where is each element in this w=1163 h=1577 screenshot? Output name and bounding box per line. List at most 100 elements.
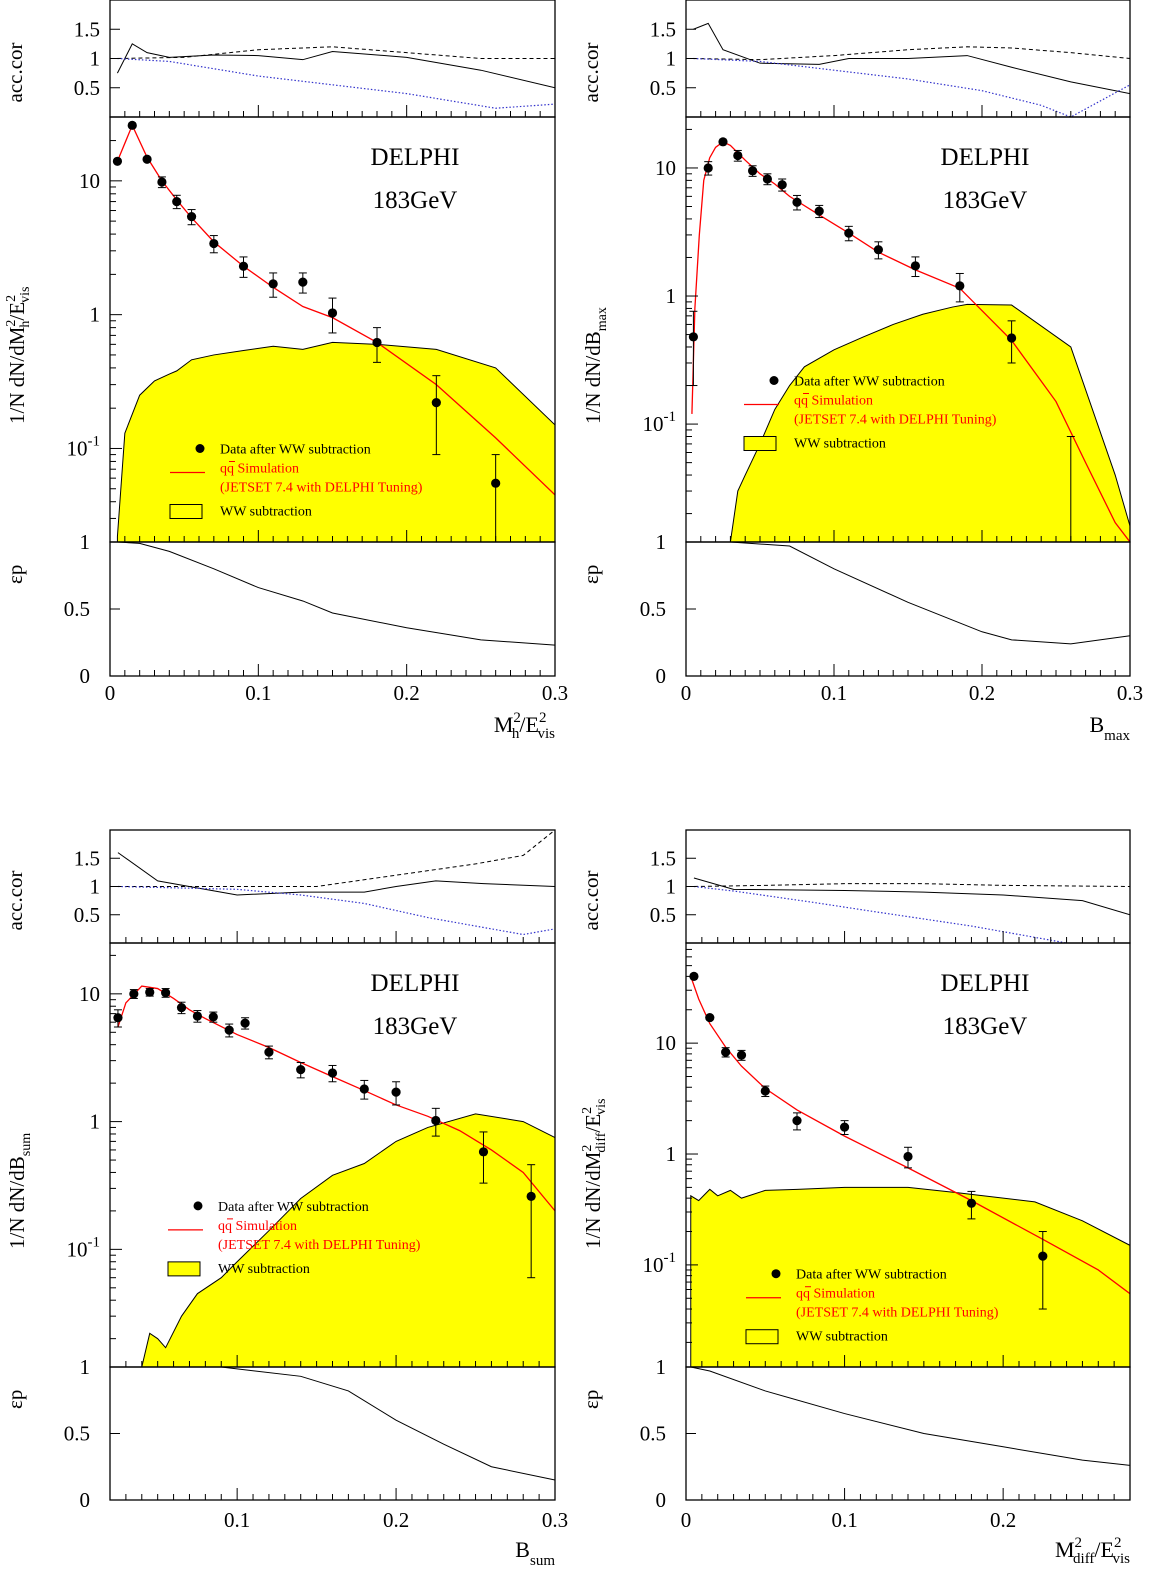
data-point: [762, 174, 773, 184]
data-point: [792, 1116, 802, 1126]
x-axis-label-sup: 2: [513, 710, 521, 726]
legend-sim-label: qq Simulation: [796, 1287, 875, 1302]
data-point: [431, 398, 441, 408]
x-axis-label-text2: /E: [1094, 1537, 1114, 1562]
data-point: [431, 1115, 441, 1126]
y-tick-base: 10: [67, 1237, 88, 1261]
main-ylabel-sup: 2: [580, 1145, 595, 1152]
eff-frame: [109, 541, 556, 677]
main-ylabel-sup2: 2: [580, 1107, 595, 1114]
eff-ylabel: εp: [579, 565, 603, 584]
data-point: [491, 478, 501, 488]
y-tick-label: 10-1: [643, 1250, 677, 1277]
x-axis-label: M2 diff/E2 vis: [1055, 1535, 1130, 1567]
acc-dotted-line: [117, 885, 555, 936]
x-axis-label: Bmax: [1089, 712, 1130, 744]
main-ylabel-sub: max: [595, 307, 610, 331]
x-tick-label: 0.1: [831, 1508, 857, 1532]
y-tick-base: 10: [67, 436, 88, 460]
x-tick-label: 0.2: [383, 1508, 409, 1532]
data-point: [327, 1068, 338, 1078]
y-tick-exp: -1: [664, 409, 677, 425]
x-axis-label-sub2: vis: [537, 726, 555, 742]
data-point: [792, 197, 802, 207]
acc-y-tick-label: 0.5: [74, 903, 100, 927]
x-tick-label: 0.3: [1117, 681, 1143, 705]
eff-frame: [685, 541, 1131, 677]
y-tick-label: 1: [90, 303, 101, 327]
data-point: [736, 1050, 747, 1060]
legend-data-marker: [193, 1201, 203, 1211]
data-point: [161, 988, 171, 998]
y-tick-label: 10-1: [67, 1234, 101, 1261]
acc-y-tick-label: 1: [90, 47, 101, 71]
legend-ww-swatch: [167, 1261, 201, 1277]
x-axis-label: Bsum: [515, 1537, 555, 1569]
data-point: [478, 1147, 489, 1157]
data-point: [113, 1013, 123, 1023]
data-point: [186, 212, 197, 222]
y-tick-exp: -1: [664, 1250, 677, 1266]
main-ylabel: 1/N dN/dBmax: [581, 307, 610, 424]
main-ylabel-sub: sum: [19, 1133, 34, 1156]
main-ylabel-text2: /E: [581, 1114, 605, 1133]
y-tick-exp: -1: [88, 433, 101, 449]
data-point: [748, 166, 758, 176]
data-point: [760, 1086, 770, 1096]
y-tick-label: 10: [655, 1031, 676, 1055]
acc-y-tick-label: 0.5: [650, 76, 676, 100]
data-point: [391, 1087, 401, 1097]
legend-data-label: Data after WW subtraction: [218, 1200, 369, 1215]
data-point: [172, 196, 182, 207]
main-ylabel-text: 1/N dN/dB: [581, 331, 605, 424]
eff-y-tick-label: 0: [80, 1488, 91, 1512]
x-axis-label-text: B: [515, 1537, 530, 1562]
eff-y-tick-label: 0: [656, 1488, 667, 1512]
legend-sim-label: qq Simulation: [218, 1219, 297, 1234]
eff-ylabel: εp: [3, 1390, 27, 1409]
x-axis-label-sup2: 2: [539, 710, 547, 726]
data-point: [777, 180, 787, 190]
chart-title: DELPHI: [371, 970, 460, 997]
data-point: [157, 177, 167, 187]
x-axis-label-text2: /E: [519, 712, 539, 737]
eff-ylabel: εp: [579, 1390, 603, 1409]
data-point: [966, 1198, 977, 1208]
data-point: [208, 1012, 218, 1022]
data-point: [142, 154, 152, 164]
acc-y-tick-label: 1.5: [650, 17, 676, 41]
acc-y-tick-label: 1.5: [74, 17, 100, 41]
data-point: [733, 150, 743, 161]
chart-subtitle: 183GeV: [373, 1013, 458, 1040]
main-ylabel-sub2: vis: [18, 287, 33, 303]
x-axis-label-text: B: [1089, 712, 1104, 737]
acc-dotted-line: [693, 885, 1067, 943]
acc-ylabel: acc.cor: [3, 42, 27, 102]
efficiency-line: [690, 1366, 1131, 1466]
legend-ww-swatch: [743, 436, 777, 451]
data-point: [688, 332, 699, 342]
x-tick-label: 0.3: [542, 681, 568, 705]
data-point: [327, 308, 338, 318]
acc-y-tick-label: 0.5: [650, 903, 676, 927]
acc-ylabel: acc.cor: [579, 42, 603, 102]
x-tick-label: 0: [681, 1508, 692, 1532]
eff-y-tick-label: 0.5: [640, 1422, 666, 1446]
main-ylabel-sub2: vis: [594, 1099, 609, 1115]
acc-solid-line: [117, 852, 555, 896]
data-point: [955, 281, 965, 291]
eff-frame: [109, 1366, 556, 1501]
y-tick-base: 10: [643, 412, 664, 436]
legend-data-marker: [769, 376, 779, 385]
data-point: [705, 1012, 715, 1023]
legend-ww-swatch: [169, 504, 203, 519]
x-tick-label: 0.3: [542, 1508, 568, 1532]
acc-y-tick-label: 1: [90, 875, 101, 899]
acc-y-tick-label: 1.5: [74, 846, 100, 870]
data-point: [721, 1047, 731, 1057]
data-point: [526, 1191, 536, 1201]
main-ylabel-sup2: 2: [4, 295, 19, 302]
chart-subtitle: 183GeV: [943, 1013, 1028, 1040]
y-tick-exp: -1: [88, 1234, 101, 1250]
data-point: [1038, 1251, 1048, 1261]
